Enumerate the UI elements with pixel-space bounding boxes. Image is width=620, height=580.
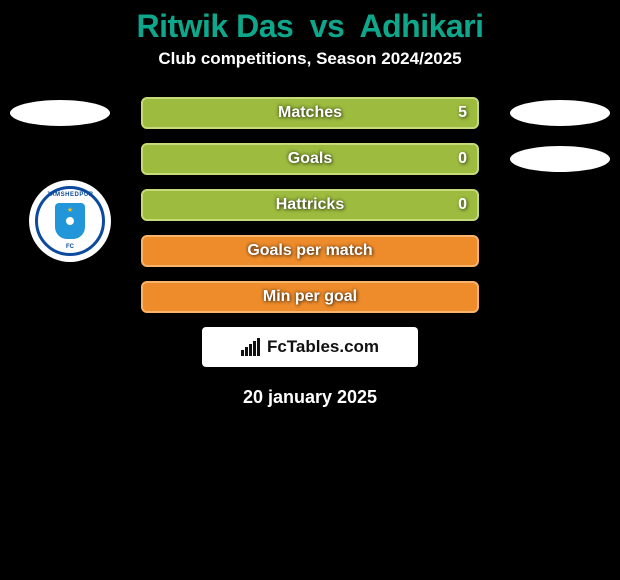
date-label: 20 january 2025 bbox=[0, 387, 620, 408]
bar-chart-icon bbox=[241, 338, 263, 356]
subtitle: Club competitions, Season 2024/2025 bbox=[0, 49, 620, 69]
player2-name: Adhikari bbox=[359, 8, 483, 44]
watermark-content: FcTables.com bbox=[241, 337, 379, 357]
watermark-text: FcTables.com bbox=[267, 337, 379, 357]
stat-label: Goals per match bbox=[247, 242, 372, 260]
badge-ball-icon bbox=[66, 217, 74, 225]
stat-row: Goals 0 bbox=[0, 143, 620, 175]
player2-marker bbox=[510, 100, 610, 126]
stat-bar: Goals per match bbox=[141, 235, 479, 267]
badge-text-bottom: FC bbox=[66, 244, 74, 250]
stat-label: Min per goal bbox=[263, 288, 357, 306]
player1-name: Ritwik Das bbox=[136, 8, 293, 44]
badge-shield-icon: ★ bbox=[55, 203, 85, 239]
stat-bar: Min per goal bbox=[141, 281, 479, 313]
badge-text-top: JAMSHEDPUR bbox=[46, 192, 93, 198]
page-title: Ritwik Das vs Adhikari bbox=[0, 0, 620, 45]
vs-separator: vs bbox=[310, 8, 345, 44]
stat-label: Hattricks bbox=[276, 196, 344, 214]
watermark: FcTables.com bbox=[202, 327, 418, 367]
stat-label: Matches bbox=[278, 104, 342, 122]
club-badge: JAMSHEDPUR ★ FC bbox=[20, 178, 120, 264]
stat-value: 0 bbox=[458, 150, 467, 168]
stat-row: Min per goal bbox=[0, 281, 620, 313]
stat-bar: Matches 5 bbox=[141, 97, 479, 129]
badge-circle: JAMSHEDPUR ★ FC bbox=[29, 180, 111, 262]
stats-card: Ritwik Das vs Adhikari Club competitions… bbox=[0, 0, 620, 580]
stat-label: Goals bbox=[288, 150, 332, 168]
stat-bar: Goals 0 bbox=[141, 143, 479, 175]
player1-marker bbox=[10, 100, 110, 126]
stat-value: 5 bbox=[458, 104, 467, 122]
stat-bar: Hattricks 0 bbox=[141, 189, 479, 221]
badge-star-icon: ★ bbox=[67, 206, 73, 214]
stat-row: Matches 5 bbox=[0, 97, 620, 129]
badge-inner: JAMSHEDPUR ★ FC bbox=[35, 186, 105, 256]
player2-marker bbox=[510, 146, 610, 172]
stat-value: 0 bbox=[458, 196, 467, 214]
